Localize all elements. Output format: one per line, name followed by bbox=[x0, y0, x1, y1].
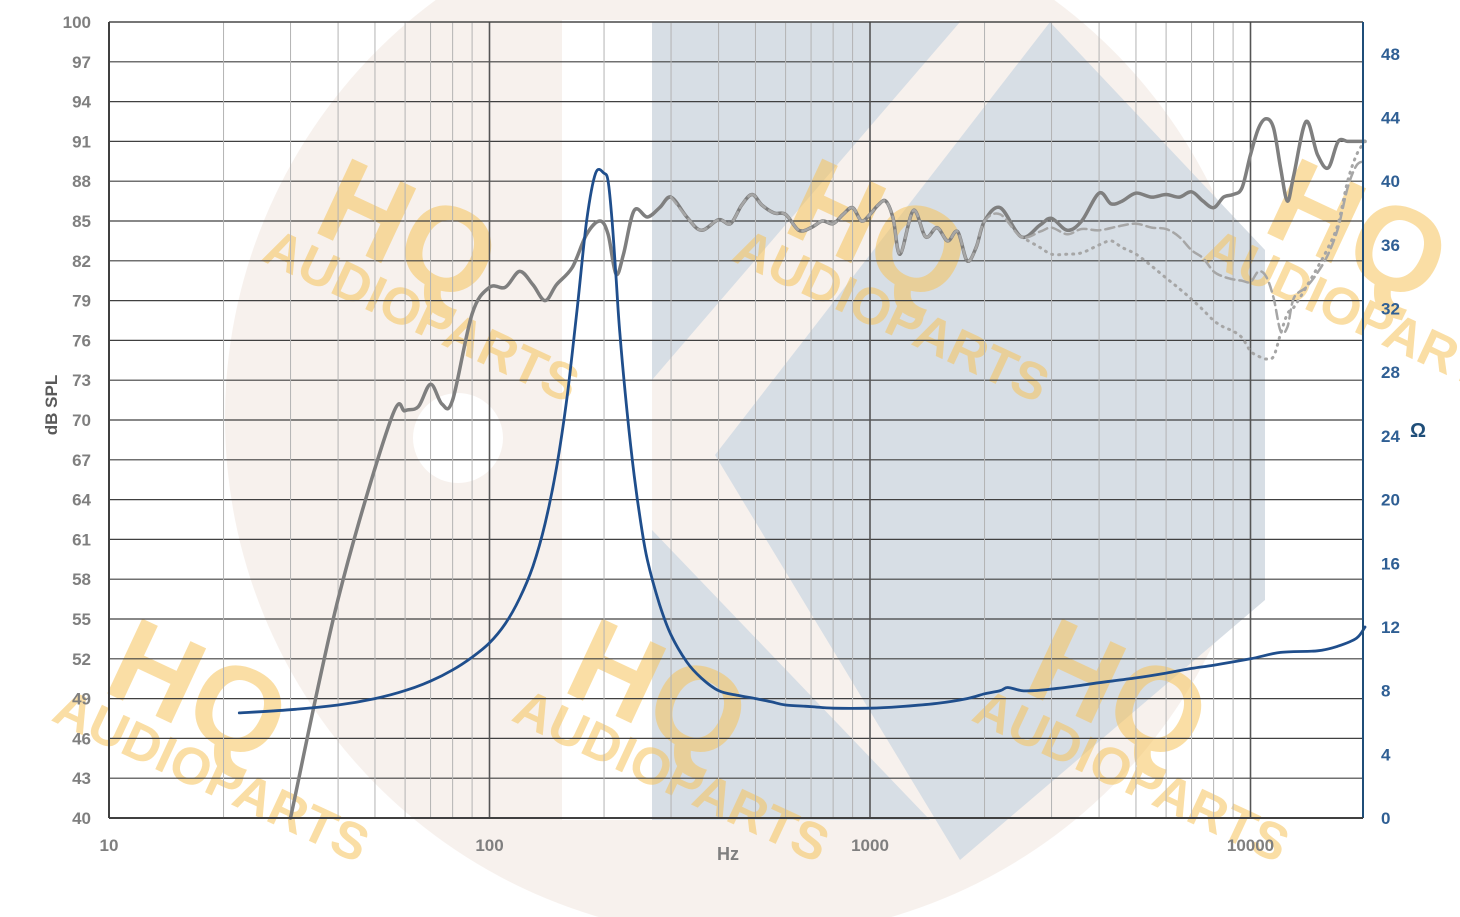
right-tick-label: 32 bbox=[1381, 300, 1400, 319]
left-tick-label: 58 bbox=[72, 570, 91, 589]
right-tick-label: 24 bbox=[1381, 427, 1400, 446]
x-tick-label: 100 bbox=[475, 836, 503, 855]
left-tick-label: 88 bbox=[72, 172, 91, 191]
right-tick-label: 44 bbox=[1381, 109, 1400, 128]
right-tick-label: 8 bbox=[1381, 682, 1390, 701]
left-tick-label: 76 bbox=[72, 331, 91, 350]
series-line-3 bbox=[237, 168, 1367, 715]
right-tick-label: 36 bbox=[1381, 236, 1400, 255]
watermark-k-upper bbox=[652, 22, 960, 380]
x-tick-label: 10000 bbox=[1227, 836, 1274, 855]
left-tick-label: 79 bbox=[72, 292, 91, 311]
left-tick-label: 43 bbox=[72, 769, 91, 788]
left-tick-label: 97 bbox=[72, 53, 91, 72]
left-tick-label: 73 bbox=[72, 371, 91, 390]
left-tick-label: 82 bbox=[72, 252, 91, 271]
left-tick-label: 70 bbox=[72, 411, 91, 430]
right-tick-label: 40 bbox=[1381, 172, 1400, 191]
series-line-2 bbox=[1019, 139, 1367, 361]
watermark-k-lower bbox=[652, 530, 930, 820]
grid-lines bbox=[108, 21, 1363, 819]
left-tick-labels: 100 97 94 91 88 85 82 79 76 73 70 67 64 61 58 55 52 49 46 4… bbox=[63, 13, 92, 828]
x-tick-label: 10 bbox=[100, 836, 119, 855]
left-axis-label: dB SPL bbox=[42, 375, 61, 435]
left-tick-label: 100 bbox=[63, 13, 91, 32]
left-tick-label: 64 bbox=[72, 491, 91, 510]
left-tick-label: 46 bbox=[72, 729, 91, 748]
data-series bbox=[237, 117, 1367, 820]
left-tick-label: 91 bbox=[72, 132, 91, 151]
left-tick-label: 94 bbox=[72, 93, 91, 112]
left-tick-label: 61 bbox=[72, 530, 91, 549]
right-tick-label: 28 bbox=[1381, 363, 1400, 382]
axes-frame bbox=[108, 22, 1364, 819]
right-tick-label: 16 bbox=[1381, 554, 1400, 573]
right-tick-label: 4 bbox=[1381, 745, 1391, 764]
left-tick-label: 55 bbox=[72, 610, 91, 629]
left-tick-label: 85 bbox=[72, 212, 91, 231]
right-axis-label: Ω bbox=[1410, 420, 1426, 442]
right-tick-label: 0 bbox=[1381, 809, 1390, 828]
right-tick-label: 48 bbox=[1381, 45, 1400, 64]
watermark-hole bbox=[413, 393, 503, 483]
watermark-logo: HQ AUDIOPARTS HQ AUDIOPARTS HQ AUDIOPART… bbox=[45, 0, 1460, 917]
x-axis-label: Hz bbox=[717, 844, 739, 864]
left-tick-label: 49 bbox=[72, 690, 91, 709]
left-tick-label: 52 bbox=[72, 650, 91, 669]
left-tick-label: 67 bbox=[72, 451, 91, 470]
left-tick-label: 40 bbox=[72, 809, 91, 828]
x-tick-labels: 10 100 1000 10000 bbox=[100, 836, 1275, 855]
right-tick-label: 20 bbox=[1381, 491, 1400, 510]
right-tick-label: 12 bbox=[1381, 618, 1400, 637]
series-line-1 bbox=[669, 160, 1367, 335]
x-tick-label: 1000 bbox=[851, 836, 889, 855]
